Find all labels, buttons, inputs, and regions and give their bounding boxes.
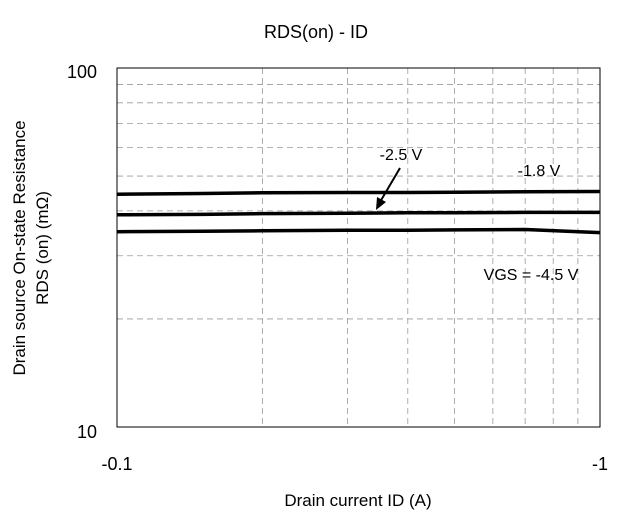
series-line-1 xyxy=(116,210,600,217)
annotation-label-1.8v: -1.8 V xyxy=(518,163,561,180)
annotation-label-2.5v: -2.5 V xyxy=(380,147,423,164)
x-tick-label-0.1: -0.1 xyxy=(101,454,132,474)
y-axis-label-line1: Drain source On-state Resistance xyxy=(10,120,29,375)
series-line-2 xyxy=(116,227,601,235)
plot-frame xyxy=(116,67,601,428)
x-axis-label: Drain current ID (A) xyxy=(284,491,431,510)
series-line-0 xyxy=(116,189,601,196)
series-group xyxy=(116,189,601,235)
annotation-label-4.5v: VGS = -4.5 V xyxy=(484,267,579,284)
annotation-arrow-head xyxy=(376,197,386,210)
y-tick-label-10: 10 xyxy=(77,422,97,442)
annotation-arrow-line xyxy=(379,167,401,203)
x-tick-label-1: -1 xyxy=(592,454,608,474)
y-tick-label-100: 100 xyxy=(67,62,97,82)
chart-title: RDS(on) - ID xyxy=(264,22,368,42)
y-axis-label-line2: RDS (on) (mΩ) xyxy=(33,191,52,305)
grid xyxy=(117,68,600,427)
